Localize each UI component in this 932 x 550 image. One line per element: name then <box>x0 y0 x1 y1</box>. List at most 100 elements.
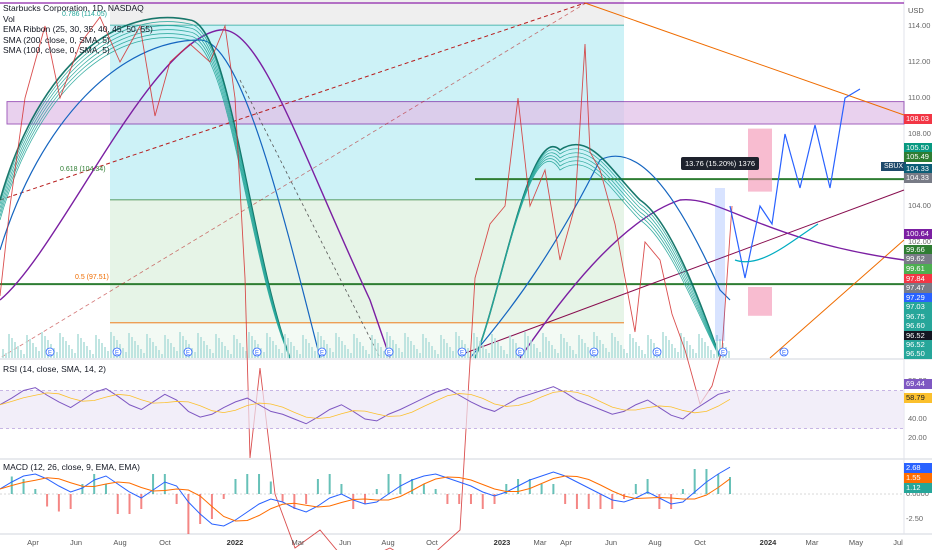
volume-bar <box>77 334 79 358</box>
price-tick: 102.00 <box>908 237 931 246</box>
volume-bar <box>167 339 169 358</box>
macd-histogram-bar <box>469 494 472 504</box>
volume-bar <box>209 349 211 358</box>
macd-histogram-bar <box>316 479 319 494</box>
macd-histogram-bar <box>552 484 555 494</box>
macd-histogram-bar <box>246 474 249 494</box>
time-tick: May <box>848 538 864 547</box>
price-label: 97.47 <box>904 283 932 293</box>
volume-bar <box>98 339 100 358</box>
macd-histogram-bar <box>693 469 696 494</box>
macd-histogram-bar <box>187 494 190 534</box>
volume-bar <box>392 340 394 358</box>
volume-bar <box>248 332 250 358</box>
volume-bar <box>602 344 604 358</box>
legend-vol[interactable]: Vol <box>3 13 15 24</box>
macd-histogram-bar <box>222 494 225 499</box>
volume-bar <box>29 339 31 358</box>
volume-bar <box>305 339 307 358</box>
fib-zone-top <box>110 0 624 26</box>
macd-histogram-bar <box>411 479 414 494</box>
volume-bar <box>320 336 322 358</box>
volume-bar <box>59 333 61 358</box>
volume-bar <box>617 341 619 358</box>
volume-bar <box>716 335 718 358</box>
volume-bar <box>407 337 409 358</box>
volume-bar <box>473 333 475 358</box>
price-tick: 104.00 <box>908 201 931 210</box>
volume-bar <box>335 333 337 358</box>
earnings-marker <box>384 347 394 357</box>
volume-bar <box>239 343 241 358</box>
volume-bar <box>326 344 328 358</box>
earnings-marker-label: E <box>186 351 190 357</box>
macd-legend[interactable]: MACD (12, 26, close, 9, EMA, EMA) <box>3 462 140 473</box>
volume-bar <box>605 348 607 358</box>
macd-histogram-bar <box>116 494 119 514</box>
macd-histogram-bar <box>564 494 567 504</box>
volume-bar <box>434 350 436 358</box>
volume-bar <box>155 346 157 358</box>
volume-bar <box>380 347 382 358</box>
volume-bar <box>479 341 481 358</box>
earnings-marker <box>45 347 55 357</box>
volume-bar <box>641 350 643 358</box>
macd-histogram-bar <box>81 484 84 494</box>
earnings-marker-label: E <box>255 351 259 357</box>
volume-bar <box>476 337 478 358</box>
measure-bar <box>715 188 725 341</box>
volume-bar <box>482 345 484 358</box>
volume-bar <box>485 349 487 358</box>
price-label: 97.29 <box>904 293 932 303</box>
volume-bar <box>398 348 400 358</box>
price-label: 96.52 <box>904 331 932 341</box>
chart-title[interactable]: Starbucks Corporation, 1D, NASDAQ <box>3 3 144 13</box>
macd-tick: -2.50 <box>906 514 924 523</box>
volume-bar <box>431 346 433 358</box>
volume-bar <box>107 351 109 358</box>
volume-bar <box>383 351 385 358</box>
rsi-legend[interactable]: RSI (14, close, SMA, 14, 2) <box>3 364 106 375</box>
legend-ema-ribbon[interactable]: EMA Ribbon (25, 30, 35, 40, 45, 50, 55) <box>3 24 153 34</box>
macd-histogram-bar <box>281 494 284 502</box>
volume-bar <box>26 335 28 358</box>
volume-bar <box>371 335 373 358</box>
macd-histogram-bar <box>587 494 590 509</box>
price-label: 105.49 <box>904 152 932 162</box>
volume-bar <box>203 341 205 358</box>
volume-bar <box>104 347 106 358</box>
macd-histogram-bar <box>340 484 343 494</box>
earnings-marker-label: E <box>48 351 52 357</box>
macd-histogram-bar <box>140 494 143 509</box>
legend-sma200[interactable]: SMA (200, close, 0, SMA, 5) <box>3 34 110 45</box>
macd-histogram-bar <box>328 474 331 494</box>
macd-histogram-bar <box>69 494 72 509</box>
macd-histogram-bar <box>528 479 531 494</box>
volume-bar <box>548 341 550 358</box>
ema-ribbon-line <box>0 25 291 359</box>
price-label: 104.33 <box>904 164 932 174</box>
macd-histogram-bar <box>375 489 378 494</box>
time-tick: Aug <box>113 538 127 547</box>
resistance-zone <box>6 101 905 125</box>
legend-sma100[interactable]: SMA (100, close, 0, SMA, 5) <box>3 45 110 55</box>
volume-bar <box>362 346 364 358</box>
macd-histogram-bar <box>446 494 449 504</box>
earnings-marker-label: E <box>518 351 522 357</box>
volume-bar <box>74 353 76 358</box>
price-label: 104.33 <box>904 173 932 183</box>
volume-bar <box>359 342 361 358</box>
volume-bar <box>650 339 652 358</box>
macd-value-label: 2.68 <box>904 463 932 473</box>
volume-bar <box>350 353 352 358</box>
trend-up-orange <box>769 239 905 359</box>
chart-legend: Starbucks Corporation, 1D, NASDAQ Vol EM… <box>3 3 153 56</box>
volume-bar <box>494 338 496 358</box>
volume-bar <box>374 339 376 358</box>
volume-bar <box>446 343 448 358</box>
earnings-marker <box>317 347 327 357</box>
time-tick: Oct <box>694 538 706 547</box>
price-label: 99.61 <box>904 264 932 274</box>
volume-bar <box>227 350 229 358</box>
